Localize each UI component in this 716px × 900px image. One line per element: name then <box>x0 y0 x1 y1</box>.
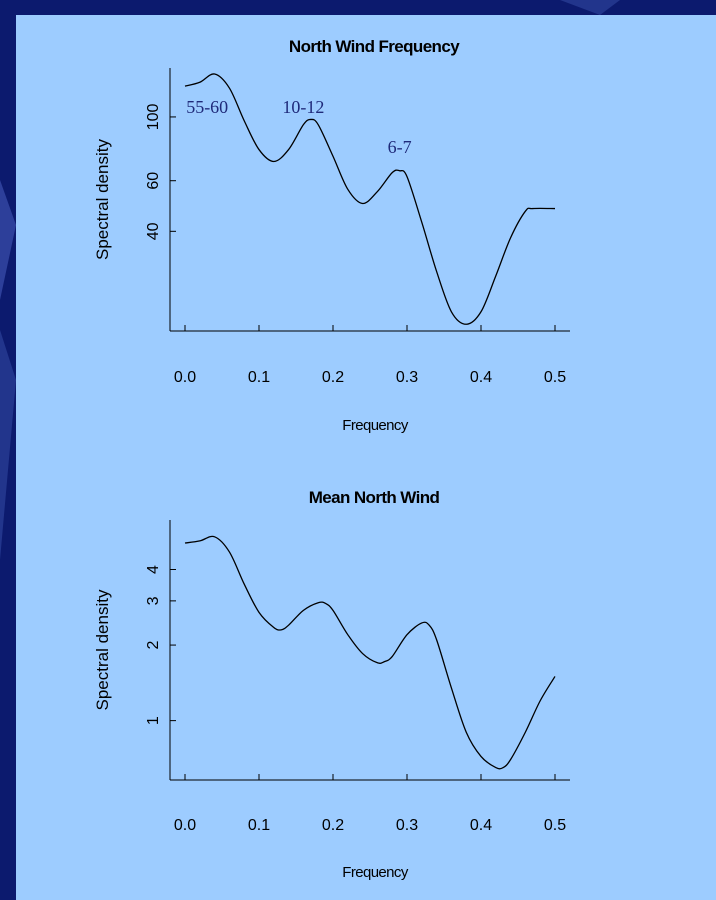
slide-decoration-swoosh <box>0 180 16 300</box>
chart-title: North Wind Frequency <box>289 37 460 56</box>
spectrum-line <box>184 73 556 325</box>
x-tick-label: 0.0 <box>174 369 196 386</box>
chart-2: Mean North Wind 0.0 0.1 0.2 0.3 0.4 0.5 1 2 3 4 Fre… <box>93 488 570 881</box>
chart-1: North Wind Frequency 0.0 0.1 0.2 0.3 0.4 0.5 40… <box>93 37 570 434</box>
y-tick-label: 2 <box>145 641 162 650</box>
y-tick-label: 1 <box>145 716 162 725</box>
slide-decoration-swoosh <box>0 330 16 560</box>
peak-annotation: 55-60 <box>186 97 228 117</box>
x-tick-label: 0.5 <box>544 369 566 386</box>
y-tick-label: 60 <box>145 172 162 190</box>
peak-annotation: 10-12 <box>282 97 324 117</box>
x-tick-label: 0.2 <box>322 817 344 834</box>
chart-panel <box>16 15 716 900</box>
x-tick-label: 0.2 <box>322 369 344 386</box>
x-tick-label: 0.0 <box>174 817 196 834</box>
y-tick-label: 4 <box>145 565 162 574</box>
slide-decoration-swoosh <box>560 0 620 15</box>
chart-title: Mean North Wind <box>309 488 440 507</box>
x-tick-label: 0.3 <box>396 369 418 386</box>
peak-annotation: 6-7 <box>388 137 412 157</box>
y-axis-label: Spectral density <box>93 589 112 710</box>
y-tick-label: 100 <box>145 103 162 130</box>
x-axis-label: Frequency <box>342 417 409 434</box>
x-tick-label: 0.4 <box>470 817 492 834</box>
x-tick-label: 0.5 <box>544 817 566 834</box>
x-axis-label: Frequency <box>342 864 409 881</box>
x-tick-label: 0.1 <box>248 369 270 386</box>
y-tick-label: 40 <box>145 222 162 240</box>
y-tick-label: 3 <box>145 596 162 605</box>
spectrum-line <box>184 535 556 770</box>
x-tick-label: 0.4 <box>470 369 492 386</box>
x-tick-label: 0.3 <box>396 817 418 834</box>
y-axis-label: Spectral density <box>93 139 112 260</box>
x-tick-label: 0.1 <box>248 817 270 834</box>
